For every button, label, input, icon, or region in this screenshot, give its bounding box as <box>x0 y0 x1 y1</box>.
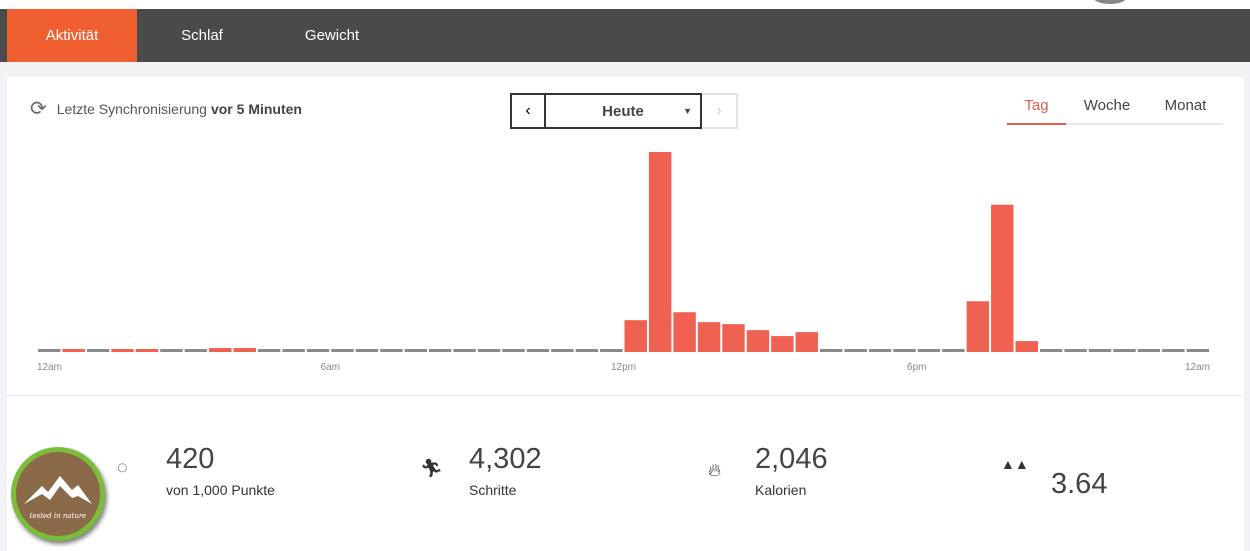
x-tick-label: 12pm <box>611 362 636 373</box>
next-day-button[interactable]: › <box>702 93 738 129</box>
date-select[interactable]: Heute ▼ <box>546 93 702 129</box>
chart-bar[interactable] <box>575 349 599 352</box>
mountain-icon: ▲▲ <box>1001 456 1029 472</box>
chart-bar[interactable] <box>673 312 696 352</box>
chart-bar[interactable] <box>526 349 550 352</box>
chart-bar[interactable] <box>306 349 330 352</box>
activity-chart: 12am 6am 12pm 6pm 12am <box>37 152 1210 373</box>
chart-bar[interactable] <box>282 349 305 352</box>
chart-bar[interactable] <box>1088 349 1112 352</box>
chart-bar[interactable] <box>1137 349 1161 352</box>
sync-status: ⟳ Letzte Synchronisierung vor 5 Minuten <box>30 96 302 121</box>
chart-bar[interactable] <box>1015 341 1038 352</box>
date-select-value: Heute <box>602 102 644 120</box>
chart-bar[interactable] <box>233 348 256 352</box>
sync-label: Letzte Synchronisierung <box>56 100 207 117</box>
chevron-down-icon: ▼ <box>683 106 692 116</box>
chart-bar[interactable] <box>722 324 745 352</box>
chart-bar[interactable] <box>1186 349 1209 352</box>
chart-bar[interactable] <box>1113 349 1136 352</box>
chart-bar[interactable] <box>257 349 281 352</box>
x-tick-label: 12am <box>37 362 62 373</box>
stat-points: 420 von 1,000 Punkte <box>166 443 275 498</box>
prev-day-button[interactable]: ‹ <box>510 93 546 129</box>
chart-bar[interactable] <box>135 349 159 352</box>
chart-bar[interactable] <box>62 349 85 352</box>
tab-schlaf[interactable]: Schlaf <box>181 27 223 44</box>
main-nav: Aktivität Schlaf Gewicht <box>0 9 1250 62</box>
chart-bar[interactable] <box>648 152 672 352</box>
chart-bar[interactable] <box>893 349 916 352</box>
chart-bar[interactable] <box>1039 349 1063 352</box>
chart-bar[interactable] <box>771 336 794 352</box>
chart-bar[interactable] <box>991 204 1014 352</box>
steps-value: 4,302 <box>469 443 542 475</box>
chart-bar[interactable] <box>209 348 232 352</box>
sync-time: vor 5 Minuten <box>210 100 302 117</box>
activity-card <box>7 77 1244 551</box>
x-tick-label: 6am <box>321 362 340 373</box>
calories-label: Kalorien <box>755 482 807 498</box>
chart-bar[interactable] <box>502 349 525 352</box>
chart-bar[interactable] <box>844 349 867 352</box>
chart-bar[interactable] <box>942 349 965 352</box>
x-tick-label: 12am <box>1185 362 1210 373</box>
chart-bar[interactable] <box>429 349 452 352</box>
tab-gewicht[interactable]: Gewicht <box>304 27 360 44</box>
flame-icon: 🔥︎ <box>708 460 722 480</box>
chart-bar[interactable] <box>331 349 354 352</box>
x-tick-label: 6pm <box>907 362 926 373</box>
chart-bar[interactable] <box>820 349 843 352</box>
chart-bar[interactable] <box>917 349 941 352</box>
stat-steps: 4,302 Schritte <box>469 443 542 498</box>
points-value: 420 <box>166 443 215 475</box>
chart-bar[interactable] <box>184 349 208 352</box>
chart-bar[interactable] <box>404 349 427 352</box>
tab-woche[interactable]: Woche <box>1083 97 1131 114</box>
points-label: von 1,000 Punkte <box>166 482 275 498</box>
stat-distance: 3.64 <box>1051 468 1107 501</box>
top-strip <box>0 0 1250 9</box>
chart-bar[interactable] <box>111 349 134 352</box>
avatar[interactable] <box>1093 0 1127 4</box>
steps-label: Schritte <box>469 482 517 498</box>
progress-ring-icon: ◌ <box>117 457 128 477</box>
stat-calories: 2,046 Kalorien <box>755 443 828 498</box>
tab-monat[interactable]: Monat <box>1164 97 1207 114</box>
svg-text:tested in nature: tested in nature <box>30 512 87 520</box>
chart-bar[interactable] <box>795 332 818 352</box>
chart-bar[interactable] <box>624 320 647 352</box>
chart-bar[interactable] <box>160 349 183 352</box>
date-picker: ‹ Heute ▼ › <box>510 93 738 129</box>
range-tabs: Tag Woche Monat <box>1007 92 1223 125</box>
chart-bar[interactable] <box>600 349 623 352</box>
chart-bar[interactable] <box>453 349 476 352</box>
runner-icon: 🏃︎ <box>420 458 443 478</box>
distance-value: 3.64 <box>1051 468 1108 500</box>
chart-bar[interactable] <box>355 349 379 352</box>
chart-bar[interactable] <box>697 322 721 352</box>
chart-bar[interactable] <box>966 301 990 352</box>
chart-bar[interactable] <box>1064 349 1087 352</box>
chart-bar[interactable] <box>1162 349 1185 352</box>
logo: tested in nature <box>11 447 105 541</box>
calories-value: 2,046 <box>755 443 828 475</box>
chart-bar[interactable] <box>477 349 501 352</box>
chart-bar[interactable] <box>551 349 574 352</box>
tab-aktivitaet[interactable]: Aktivität <box>7 9 137 62</box>
divider <box>7 395 1244 396</box>
chart-bar[interactable] <box>380 349 403 352</box>
tab-tag[interactable]: Tag <box>1007 92 1066 125</box>
chart-bar[interactable] <box>746 330 770 352</box>
chart-bar[interactable] <box>868 349 892 352</box>
chart-bar[interactable] <box>38 349 61 352</box>
chart-bar[interactable] <box>86 349 110 352</box>
sync-icon[interactable]: ⟳ <box>30 98 47 120</box>
